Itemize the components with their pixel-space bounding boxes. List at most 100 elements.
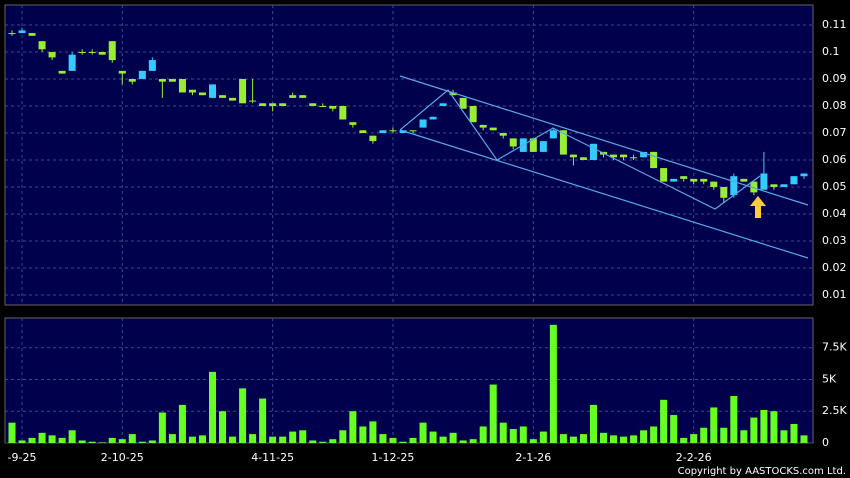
candle-body (559, 130, 567, 155)
candle-body (529, 138, 537, 152)
candle-body (319, 105, 327, 107)
candle-body (449, 92, 457, 96)
candle-body (369, 135, 377, 142)
candle-body (299, 95, 307, 98)
volume-bar (599, 432, 608, 443)
arrow (750, 196, 766, 218)
volume-bar (68, 430, 76, 443)
volume-bar (489, 384, 497, 443)
candle-body (108, 41, 116, 61)
volume-bar (630, 435, 638, 443)
volume-bar (710, 407, 718, 443)
volume-bar (309, 440, 317, 443)
volume-bar (249, 434, 257, 443)
y-tick-label: 0.02 (822, 261, 847, 274)
candle-body (208, 84, 217, 98)
volume-bar (589, 404, 597, 443)
candle-body (469, 105, 477, 123)
volume-tick-label: 5K (822, 372, 837, 385)
volume-bar (720, 427, 728, 443)
volume-bar (289, 431, 297, 443)
candle-body (509, 138, 517, 147)
volume-bar (690, 434, 698, 443)
candle-body (439, 103, 447, 106)
volume-bar (399, 441, 407, 443)
candle-body (710, 181, 718, 187)
candle-body (128, 78, 136, 82)
volume-bar (740, 430, 748, 443)
volume-bar (449, 432, 457, 443)
volume-bar (349, 411, 357, 443)
channel-lower (399, 129, 809, 259)
candle-body (148, 60, 156, 71)
grid: 0.01 0.02 0.03 0.04 0.05 0.06 0.07 0.08 0.09 0.1 0… (5, 5, 847, 464)
volume-tick-label: 2.5K (822, 404, 847, 417)
x-tick-label: 4-11-25 (251, 451, 294, 464)
volume-bar (640, 430, 648, 443)
volume-bar (760, 409, 768, 443)
candle-body (660, 168, 668, 182)
volume-bar (419, 422, 427, 443)
candle-body (670, 178, 678, 182)
candle-body (700, 178, 708, 182)
volume-bar (319, 441, 327, 443)
candle-body (239, 78, 247, 104)
volume-bar (780, 430, 788, 443)
candle-body (178, 78, 186, 93)
y-tick-label: 0.07 (822, 126, 847, 139)
candle-body (168, 78, 176, 82)
x-tick-label: 1-12-25 (371, 451, 414, 464)
volume-bar (650, 426, 658, 443)
volume-bar (148, 440, 156, 443)
volume-bar (229, 436, 237, 443)
volume-bar (800, 435, 808, 443)
candle-body (38, 41, 46, 50)
volume-bar (28, 437, 36, 443)
volume-bar (58, 437, 66, 443)
channel-upper (399, 75, 809, 206)
volume-bar (259, 398, 267, 443)
candle-body (479, 124, 487, 128)
volume-bar (339, 430, 347, 443)
volume-bar (208, 371, 217, 443)
candle-body (8, 33, 16, 35)
candle-body (229, 97, 237, 101)
volume-bar (529, 439, 537, 443)
candle-body (279, 103, 287, 106)
candle-body (419, 119, 427, 128)
volume-tick-label: 0 (822, 436, 829, 449)
candle-body (259, 103, 267, 106)
volume-bar (790, 423, 798, 443)
candle-body (289, 95, 297, 98)
volume-bar (178, 404, 186, 443)
volume-bar (18, 440, 26, 443)
candle-body (740, 178, 748, 182)
volume-bar (519, 426, 527, 443)
volume-bar (539, 431, 547, 443)
candle-body (589, 143, 597, 160)
volume-bar (269, 436, 277, 443)
candle-body (579, 157, 587, 160)
volume-bar (770, 411, 778, 443)
volume-bar (579, 434, 587, 443)
candle-body (58, 70, 66, 74)
volume-bar (219, 411, 227, 443)
volume-bar (279, 436, 287, 443)
volume-bar (168, 434, 176, 443)
candle-body (650, 151, 658, 169)
volume-bar (670, 415, 678, 443)
candle-body (750, 181, 758, 193)
trend-lines (399, 75, 809, 259)
volume-bar (88, 441, 96, 443)
volume-bar (700, 427, 708, 443)
y-tick-label: 0.03 (822, 234, 847, 247)
candle-body (309, 103, 317, 106)
volume-bar (158, 412, 166, 443)
candle-body (88, 51, 96, 53)
volume-bar (620, 436, 628, 443)
y-tick-label: 0.09 (822, 72, 847, 85)
candle-body (158, 78, 166, 82)
candle-body (138, 70, 146, 79)
volume-bar (138, 441, 146, 443)
